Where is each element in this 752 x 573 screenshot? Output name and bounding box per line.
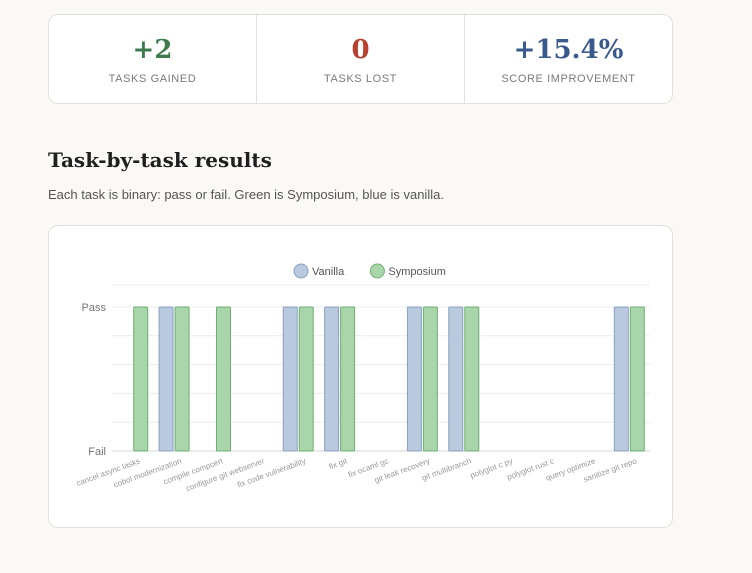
bar-symposium <box>422 306 438 452</box>
legend-label-symposium: Symposium <box>388 266 445 278</box>
tasks-lost-value: 0 <box>351 35 370 65</box>
bar-symposium <box>215 306 231 452</box>
legend-label-vanilla: Vanilla <box>312 266 345 278</box>
bar-symposium <box>464 306 480 452</box>
bar-vanilla <box>406 306 422 452</box>
section-title: Task-by-task results <box>48 148 272 172</box>
bar-vanilla <box>613 306 629 452</box>
bar-symposium <box>133 306 149 452</box>
x-tick-label: fix git <box>328 456 349 471</box>
stat-tasks-gained: +2 TASKS GAINED <box>49 15 257 103</box>
stats-panel: +2 TASKS GAINED 0 TASKS LOST +15.4% SCOR… <box>48 14 673 104</box>
bar-vanilla <box>324 306 340 452</box>
bar-vanilla <box>282 306 298 452</box>
legend-swatch-symposium <box>369 263 385 279</box>
section-description: Each task is binary: pass or fail. Green… <box>48 187 444 202</box>
bar-vanilla <box>448 306 464 452</box>
bar-symposium <box>340 306 356 452</box>
bar-vanilla <box>158 306 174 452</box>
tasks-lost-label: TASKS LOST <box>323 73 398 85</box>
bar-symposium <box>298 306 314 452</box>
bar-symposium <box>174 306 190 452</box>
score-improvement-value: +15.4% <box>513 35 624 65</box>
bar-symposium <box>629 306 645 452</box>
score-improvement-label: SCORE IMPROVEMENT <box>501 73 636 85</box>
tasks-gained-label: TASKS GAINED <box>108 73 197 85</box>
stat-score-improvement: +15.4% SCORE IMPROVEMENT <box>465 15 672 103</box>
stat-tasks-lost: 0 TASKS LOST <box>257 15 465 103</box>
chart-card: Fail Pass cancel async tasks cobol moderniz… <box>48 225 673 528</box>
y-tick-label: Pass <box>82 302 107 314</box>
tasks-gained-value: +2 <box>132 35 173 65</box>
y-tick-label: Fail <box>88 446 106 458</box>
legend-swatch-vanilla <box>293 263 309 279</box>
